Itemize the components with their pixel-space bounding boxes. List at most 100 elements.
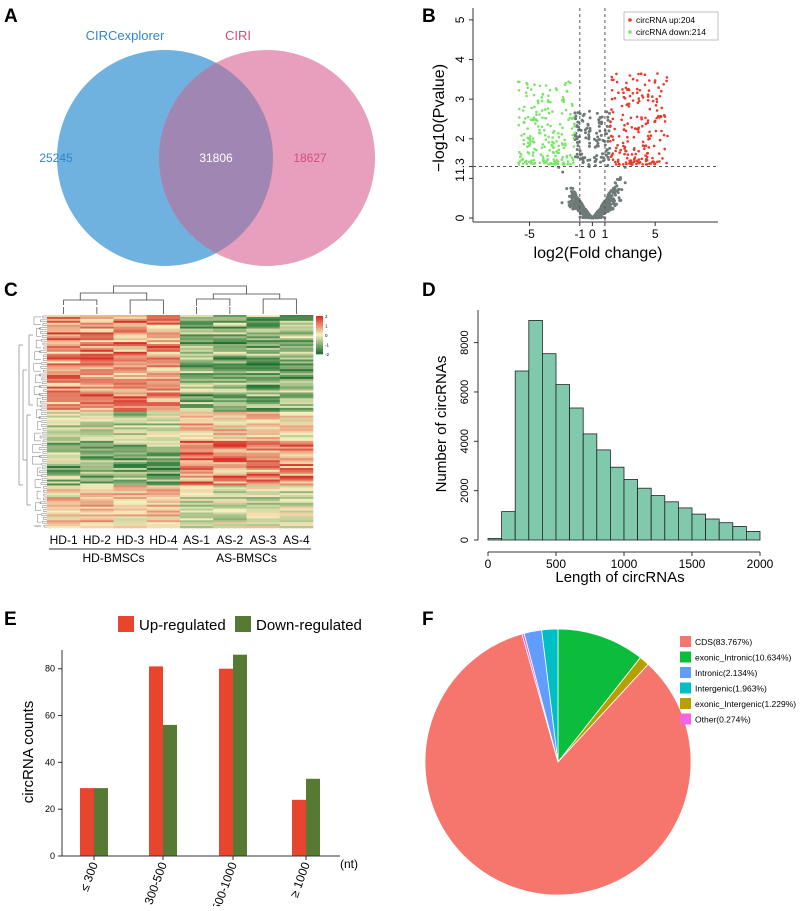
dendrogram-branch [38, 447, 47, 450]
heatmap-cell [246, 349, 281, 353]
panel-label-d: D [422, 280, 436, 301]
heatmap-cell [80, 481, 114, 484]
heatmap-cell [47, 398, 81, 401]
pie-legend-swatch [680, 636, 691, 647]
heatmap-cell [80, 427, 114, 430]
dendrogram-branch [37, 514, 41, 523]
volcano-point-up [623, 97, 627, 100]
heatmap-cell [213, 340, 247, 343]
heatmap-cell [47, 386, 81, 389]
heatmap-cell [80, 442, 114, 446]
heatmap-cell [246, 520, 281, 523]
heatmap-cell [146, 415, 181, 418]
heatmap-cell [80, 433, 114, 436]
volcano-point-up [653, 79, 657, 82]
heatmap-cell [47, 440, 81, 444]
dendrogram-branch [41, 513, 47, 516]
heatmap-cell [213, 485, 247, 488]
heatmap-cell [47, 442, 81, 446]
heatmap-cell [113, 473, 148, 477]
heatmap-cell [146, 481, 181, 484]
heatmap-cell [47, 504, 81, 507]
heatmap-cell [246, 458, 281, 461]
volcano-point-up [644, 154, 647, 157]
row-dendrogram [18, 315, 47, 528]
heatmap-cell [279, 508, 314, 511]
volcano-point-down [522, 138, 525, 142]
volcano-point-ns [573, 194, 577, 198]
heatmap-cell [180, 392, 214, 395]
volcano-point-ns [576, 205, 580, 209]
heatmap-cell [213, 344, 247, 347]
volcano-point-ns [613, 181, 617, 185]
heatmap-cell [213, 398, 247, 401]
heatmap-cell [246, 320, 281, 324]
heatmap-cell [279, 450, 314, 453]
volcano-point-down [555, 158, 559, 162]
heatmap-cell [47, 382, 81, 386]
heatmap-cell [279, 452, 314, 455]
heatmap-cell [80, 363, 114, 366]
heatmap-cell [180, 322, 214, 325]
heatmap-cell [146, 526, 181, 529]
heatmap-cell [180, 489, 214, 492]
volcano-point-ns [592, 156, 596, 159]
volcano-point-ns [571, 200, 575, 204]
heatmap-cell [146, 332, 181, 335]
volcano-point-up [661, 157, 664, 160]
heatmap-cell [213, 342, 247, 345]
dendrogram-branch [43, 346, 47, 350]
heatmap-cell [279, 388, 314, 391]
volcano-point-down [554, 154, 557, 158]
colorbar-segment [316, 322, 323, 324]
heatmap-cell [279, 315, 314, 318]
volcano-point-down [519, 155, 522, 159]
heatmap-cell [279, 320, 314, 324]
volcano-point-up [625, 162, 628, 166]
volcano-point-ns [576, 144, 580, 148]
heatmap-cell [180, 425, 214, 428]
dendrogram-branch [33, 316, 41, 325]
pie-legend-label: exonic_Intronic(10.634%) [695, 653, 792, 663]
heatmap-cell [213, 367, 247, 370]
heatmap-cell [113, 506, 148, 509]
heatmap-cell [80, 365, 114, 368]
volcano-point-ns [605, 110, 609, 114]
heatmap-cell [113, 419, 148, 422]
heatmap-cell [146, 448, 181, 451]
heatmap-cell [180, 526, 214, 529]
volcano-point-down [522, 132, 526, 136]
volcano-point-up [641, 124, 644, 128]
heatmap-cell [47, 524, 81, 527]
heatmap-cell [113, 384, 148, 387]
heatmap-cell [47, 491, 81, 494]
hist-xtick-label: 500 [546, 557, 566, 571]
volcano-point-up [609, 155, 613, 158]
volcano-point-up [626, 135, 629, 139]
volcano-point-ns [595, 154, 599, 158]
heatmap-cell [213, 495, 247, 498]
legend-swatch-down [235, 616, 251, 632]
heatmap-cell [279, 409, 314, 413]
heatmap-cell [113, 435, 148, 438]
histogram-bar [637, 487, 652, 541]
heatmap-cell [113, 413, 148, 416]
heatmap-cell [80, 357, 114, 360]
heatmap-cell [246, 522, 281, 525]
heatmap-cell [180, 444, 214, 447]
heatmap-cell [47, 324, 81, 327]
bar-rects [80, 654, 320, 857]
histogram-bar [596, 449, 611, 541]
venn-left-title: CIRCexplorer [86, 28, 165, 43]
heatmap-cell [279, 466, 314, 469]
heatmap-cell [279, 479, 314, 482]
heatmap-cell [146, 347, 181, 351]
heatmap-cell [47, 332, 81, 335]
volcano-point-up [637, 149, 640, 153]
volcano-point-up [609, 120, 612, 123]
dendrogram-branch [26, 414, 31, 506]
volcano-point-ns [595, 139, 599, 143]
heatmap-cell [47, 338, 81, 341]
heatmap-cell [180, 450, 214, 453]
heatmap-cell [213, 481, 247, 484]
